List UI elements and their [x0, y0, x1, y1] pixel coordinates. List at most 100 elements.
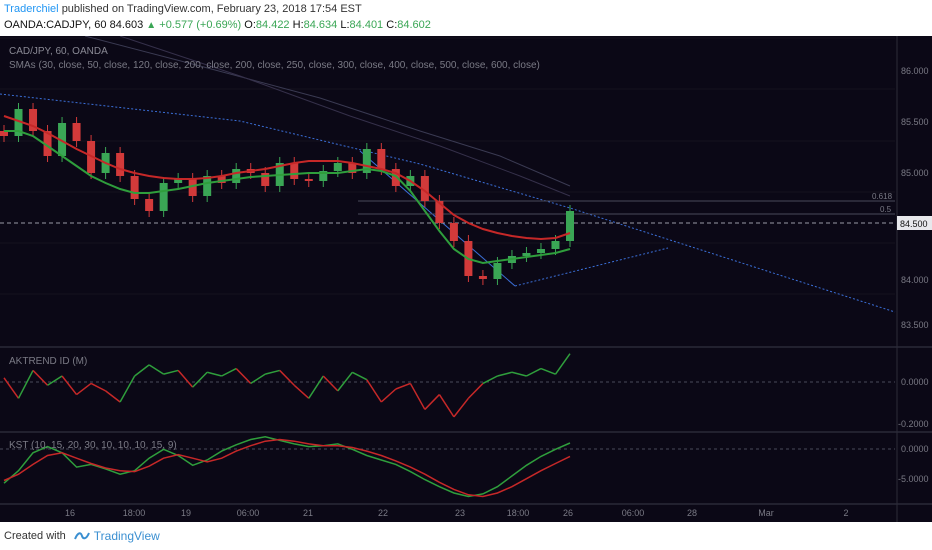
candle-body [232, 169, 241, 183]
last-price: 84.603 [109, 19, 144, 31]
aktrend-segment [366, 379, 382, 403]
candle-body [145, 199, 154, 211]
kst-signal-line [3, 438, 571, 498]
aktrend-segment [105, 390, 121, 403]
kst-tick: -5.0000 [898, 474, 929, 484]
candle-body [551, 241, 560, 249]
sma-fast-line [4, 130, 571, 265]
open-value: 84.422 [255, 19, 290, 31]
candle-body [420, 176, 429, 201]
candle-body [72, 123, 81, 141]
aktrend-segment [424, 394, 440, 410]
aktrend-segment [163, 369, 179, 375]
time-tick: 22 [378, 508, 388, 518]
aktrend-segment [3, 377, 20, 399]
time-tick: 16 [65, 508, 75, 518]
aktrend-segment [526, 367, 542, 377]
aktrend-segment [453, 397, 470, 418]
aktrend-segment [511, 371, 527, 377]
current-price-label: 84.500 [900, 219, 928, 229]
price-change: +0.577 (+0.69%) [159, 19, 242, 31]
candle-body [435, 201, 444, 223]
price-tick: 84.000 [901, 275, 929, 285]
price-axis[interactable]: 86.000 85.500 85.000 84.000 83.500 [901, 66, 929, 330]
fib-label-50: 0.5 [880, 205, 892, 214]
sma-slow-long-1 [84, 36, 571, 187]
aktrend-segment [134, 364, 150, 377]
aktrend-segment [32, 369, 49, 386]
candle-body [203, 176, 212, 196]
candle-body [14, 109, 23, 136]
aktrend-segment [351, 371, 368, 381]
aktrend-segment [76, 382, 92, 396]
tradingview-link[interactable]: TradingView [93, 529, 160, 543]
author-link[interactable]: Traderchiel [4, 3, 59, 15]
sma-slow-long-2 [119, 36, 571, 197]
aktrend-segment [250, 373, 266, 385]
aktrend-segment [497, 371, 513, 377]
aktrend-segment [279, 369, 295, 386]
high-value: 84.634 [303, 19, 338, 31]
aktrend-segment [482, 375, 498, 385]
aktrend-segment [61, 375, 78, 396]
time-axis[interactable]: 16 18:00 19 06:00 21 22 23 18:00 26 06:00 28 Mar 2 [65, 508, 849, 518]
candle-body [449, 223, 458, 241]
aktrend-segment [192, 371, 208, 388]
candle-body [333, 163, 342, 171]
publish-info: Traderchiel published on TradingView.com… [4, 3, 362, 15]
aktrend-segment [467, 382, 484, 399]
candle-body [130, 176, 139, 199]
price-tick: 86.000 [901, 66, 929, 76]
aktrend-segment [554, 353, 571, 375]
candle-body [377, 149, 386, 169]
candle-body [348, 163, 357, 173]
aktrend-segment [409, 383, 426, 410]
aktrend-segment [265, 369, 280, 375]
up-arrow-icon: ▲ [146, 20, 157, 31]
candle-body [566, 211, 574, 241]
time-tick: 18:00 [123, 508, 146, 518]
candle-body [362, 149, 371, 173]
aktrend-segment [177, 369, 194, 388]
aktrend-segment [206, 371, 222, 377]
open-label: O: [244, 19, 256, 31]
aktrend-segment [235, 368, 252, 384]
akt-legend: AKTREND ID (M) [9, 356, 87, 367]
chart-background [0, 36, 932, 522]
published-text: published on TradingView.com, February 2… [61, 3, 362, 15]
footer: Created with TradingView [4, 529, 160, 543]
tradingview-logo-icon [73, 532, 90, 540]
descending-trendline[interactable] [0, 93, 896, 313]
kst-axis[interactable]: 0.0000 -5.0000 [898, 444, 929, 484]
time-tick: Mar [758, 508, 774, 518]
current-price-badge [897, 216, 932, 230]
candle-body [0, 131, 8, 136]
time-tick: 2 [843, 508, 848, 518]
time-tick: 21 [303, 508, 313, 518]
low-value: 84.401 [349, 19, 384, 31]
akt-tick: 0.0000 [901, 377, 929, 387]
candle-body [319, 171, 328, 181]
aktrend-segment [308, 375, 324, 399]
chart-canvas[interactable]: CAD/JPY, 60, OANDA SMAs (30, close, 50, … [0, 36, 932, 522]
candle-body [43, 131, 52, 156]
aktrend-segment [90, 382, 106, 392]
candle-body [29, 109, 38, 131]
low-label: L: [340, 19, 350, 31]
aktrend-segment [540, 367, 556, 375]
time-tick: 26 [563, 508, 573, 518]
candle-body [536, 249, 545, 253]
time-tick: 18:00 [507, 508, 530, 518]
aktrend-segment [337, 371, 353, 392]
candle-body [217, 176, 226, 183]
time-tick: 06:00 [237, 508, 260, 518]
kst-tick: 0.0000 [901, 444, 929, 454]
akt-tick: -0.2000 [898, 419, 929, 429]
symbol-label: OANDA:CADJPY, 60 [4, 19, 107, 31]
aktrend-segment [438, 394, 455, 418]
candle-body [493, 263, 502, 279]
akt-axis[interactable]: 0.0000 -0.2000 [898, 377, 929, 429]
close-value: 84.602 [397, 19, 431, 31]
kst-legend: KST (10, 15, 20, 30, 10, 10, 10, 15, 9) [9, 440, 177, 451]
candle-body [116, 153, 125, 176]
